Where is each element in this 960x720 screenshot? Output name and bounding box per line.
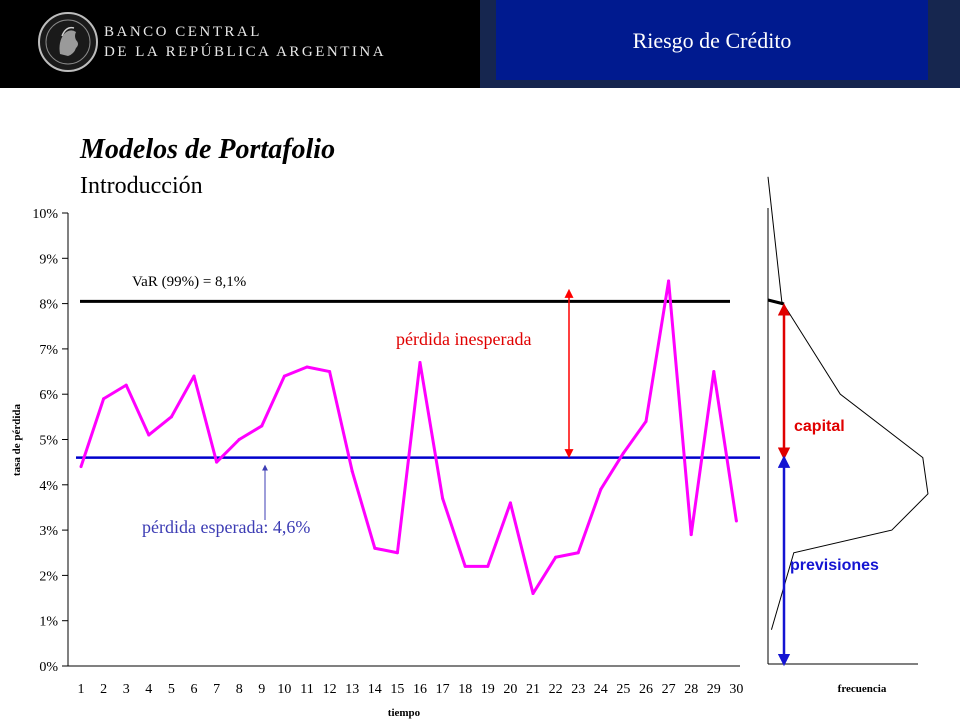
x-tick-label: 17	[436, 682, 450, 697]
series-point	[621, 451, 625, 455]
previsiones-label: previsiones	[790, 557, 879, 574]
x-tick-label: 11	[300, 682, 313, 697]
x-tick-label: 12	[323, 682, 337, 697]
frequency-axis-title: frecuencia	[838, 683, 887, 695]
header-title-box	[496, 0, 928, 80]
series-point	[282, 374, 286, 378]
series-point	[644, 419, 648, 423]
y-tick-label: 8%	[39, 298, 58, 313]
slide-title: Modelos de Portafolio	[80, 134, 336, 165]
x-tick-label: 18	[458, 682, 472, 697]
series-point	[599, 487, 603, 491]
header-title: Riesgo de Crédito	[632, 28, 792, 53]
y-tick-label: 4%	[39, 479, 58, 494]
x-tick-label: 7	[213, 682, 220, 697]
x-tick-label: 30	[729, 682, 743, 697]
series-point	[441, 496, 445, 500]
x-tick-label: 21	[526, 682, 540, 697]
series-point	[554, 555, 558, 559]
series-point	[192, 374, 196, 378]
y-tick-label: 0%	[39, 660, 58, 675]
series-point	[418, 360, 422, 364]
x-axis-title: tiempo	[388, 707, 421, 719]
y-tick-label: 6%	[39, 388, 58, 403]
series-point	[328, 370, 332, 374]
x-tick-label: 16	[413, 682, 427, 697]
y-tick-label: 1%	[39, 615, 58, 630]
bank-seal-icon	[38, 12, 98, 72]
series-point	[305, 365, 309, 369]
series-point	[215, 460, 219, 464]
unexpected-loss-label: pérdida inesperada	[396, 329, 531, 349]
x-tick-label: 20	[503, 682, 517, 697]
series-point	[169, 415, 173, 419]
series-point	[147, 433, 151, 437]
series-point	[124, 383, 128, 387]
x-tick-label: 2	[100, 682, 107, 697]
series-point	[508, 501, 512, 505]
x-tick-label: 24	[594, 682, 608, 697]
x-tick-label: 6	[191, 682, 198, 697]
x-tick-label: 3	[123, 682, 130, 697]
y-axis-title: tasa de pérdida	[11, 403, 23, 476]
series-point	[260, 424, 264, 428]
series-point	[734, 519, 738, 523]
x-tick-label: 27	[662, 682, 676, 697]
series-point	[576, 551, 580, 555]
x-tick-label: 23	[571, 682, 585, 697]
y-tick-label: 5%	[39, 434, 58, 449]
series-point	[486, 564, 490, 568]
y-tick-label: 7%	[39, 343, 58, 358]
x-tick-label: 28	[684, 682, 698, 697]
expected-loss-label: pérdida esperada: 4,6%	[142, 517, 310, 537]
series-point	[712, 370, 716, 374]
series-point	[79, 465, 83, 469]
slide-subtitle: Introducción	[80, 173, 203, 199]
y-tick-label: 3%	[39, 524, 58, 539]
x-tick-label: 9	[258, 682, 265, 697]
series-point	[350, 469, 354, 473]
loss-rate-series-line	[79, 279, 738, 596]
x-tick-label: 26	[639, 682, 653, 697]
series-point	[463, 564, 467, 568]
x-tick-label: 29	[707, 682, 721, 697]
x-tick-label: 5	[168, 682, 175, 697]
var-label: VaR (99%) = 8,1%	[132, 274, 246, 290]
logo-text-line2: DE LA REPÚBLICA ARGENTINA	[104, 44, 387, 60]
x-tick-label: 1	[78, 682, 85, 697]
bank-logo: BANCO CENTRAL DE LA REPÚBLICA ARGENTINA	[0, 0, 480, 88]
series-point	[689, 533, 693, 537]
x-tick-label: 13	[345, 682, 359, 697]
loss-distribution-curve	[767, 176, 929, 630]
y-tick-label: 2%	[39, 569, 58, 584]
x-tick-label: 22	[549, 682, 563, 697]
logo-text-line1: BANCO CENTRAL	[104, 24, 262, 40]
x-tick-label: 25	[616, 682, 630, 697]
series-point	[395, 551, 399, 555]
x-tick-label: 14	[368, 682, 382, 697]
y-tick-label: 10%	[32, 207, 58, 222]
x-tick-label: 8	[236, 682, 243, 697]
series-point	[102, 397, 106, 401]
x-tick-label: 10	[277, 682, 291, 697]
y-tick-label: 9%	[39, 252, 58, 267]
series-point	[531, 592, 535, 596]
series-point	[237, 438, 241, 441]
x-tick-label: 15	[390, 682, 404, 697]
capital-label: capital	[794, 418, 845, 435]
x-tick-label: 4	[145, 682, 152, 697]
x-tick-label: 19	[481, 682, 495, 697]
series-point	[667, 279, 671, 283]
series-point	[373, 546, 377, 550]
